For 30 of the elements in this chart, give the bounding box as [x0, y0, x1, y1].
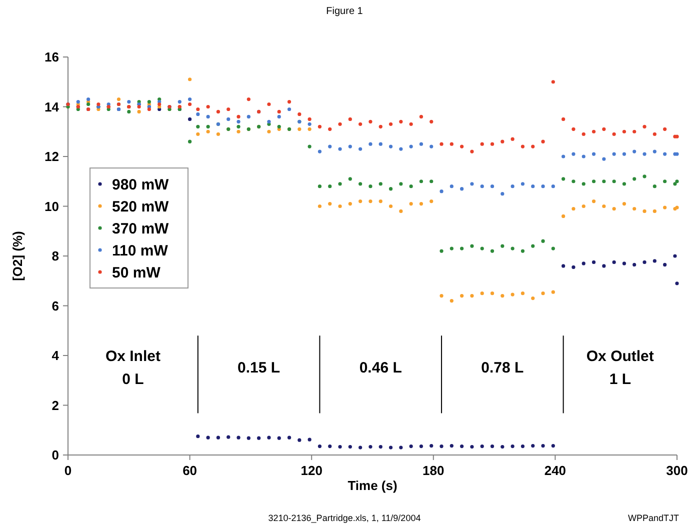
x-tick-label: 180 — [422, 463, 444, 478]
y-tick-label: 10 — [44, 198, 59, 214]
legend-label: 370 mW — [112, 220, 170, 238]
y-tick-label: 16 — [44, 50, 59, 65]
x-tick-label: 120 — [300, 463, 322, 478]
text: 3210-2136_Partridge.xls, 1, 11/9/2004 — [268, 513, 421, 523]
y-tick-label: 6 — [52, 298, 59, 314]
annotation: Ox Outlet 1 L — [586, 348, 654, 388]
legend-label: 520 mW — [112, 198, 170, 216]
y-tick-label: 12 — [44, 149, 59, 164]
x-tick-label: 60 — [182, 463, 198, 478]
y-tick-label: 14 — [44, 99, 60, 114]
annotation: 0.15 L — [238, 360, 280, 377]
x-axis-title: Time (s) — [348, 478, 398, 493]
y-tick-label: 0 — [52, 448, 59, 463]
x-tick-label: 300 — [666, 463, 688, 478]
annotation: 0.46 L — [359, 360, 402, 377]
annotation: Ox Inlet 0 L — [105, 348, 160, 388]
annotation: 0.78 L — [481, 360, 524, 377]
y-axis-title: [O2] (%) — [10, 231, 25, 281]
y-tick-label: 4 — [52, 348, 60, 364]
legend-label: 50 mW — [112, 264, 162, 282]
chart-title: Figure 1 — [326, 6, 364, 17]
legend-label: 980 mW — [112, 176, 170, 194]
x-tick-label: 240 — [544, 463, 566, 478]
x-tick-label: 0 — [64, 463, 72, 478]
y-tick-label: 8 — [52, 248, 59, 264]
text: WPPandTJT — [628, 513, 680, 523]
legend-label: 110 mW — [112, 242, 169, 260]
y-tick-label: 2 — [52, 398, 59, 413]
